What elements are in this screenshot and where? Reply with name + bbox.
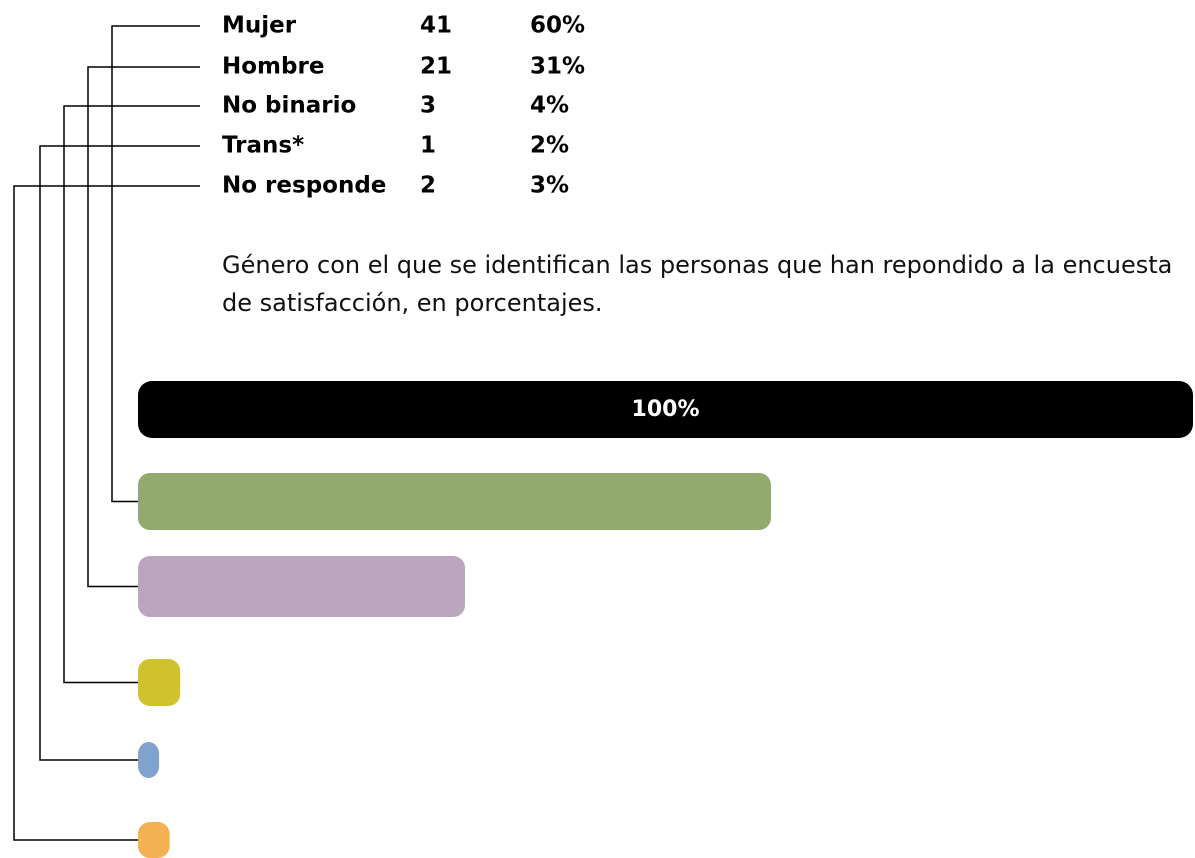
legend-percent: 2% — [530, 133, 569, 159]
bar — [138, 742, 160, 778]
connector-line — [39, 145, 200, 761]
connector-line — [111, 25, 200, 503]
legend-label: Hombre — [222, 54, 324, 80]
legend-count: 21 — [420, 54, 452, 80]
legend-label: Mujer — [222, 13, 297, 39]
connector-line — [13, 185, 200, 841]
total-bar — [138, 381, 1193, 438]
legend-label: Trans* — [222, 133, 304, 159]
caption: Género con el que se identifican las per… — [222, 251, 1173, 317]
total-label: 100% — [632, 397, 700, 422]
legend-label: No responde — [222, 173, 386, 199]
connector-line — [63, 105, 200, 684]
legend-percent: 3% — [530, 173, 569, 199]
legend-count: 1 — [420, 133, 436, 159]
bar — [138, 556, 466, 617]
connector-line — [87, 66, 200, 588]
legend-count: 2 — [420, 173, 436, 199]
legend-percent: 31% — [530, 54, 585, 80]
legend-count: 41 — [420, 13, 452, 39]
bar — [138, 473, 771, 530]
bar — [138, 659, 181, 706]
legend-percent: 60% — [530, 13, 585, 39]
bar — [138, 822, 170, 858]
legend-count: 3 — [420, 93, 436, 119]
legend-percent: 4% — [530, 93, 569, 119]
legend-label: No binario — [222, 93, 356, 119]
